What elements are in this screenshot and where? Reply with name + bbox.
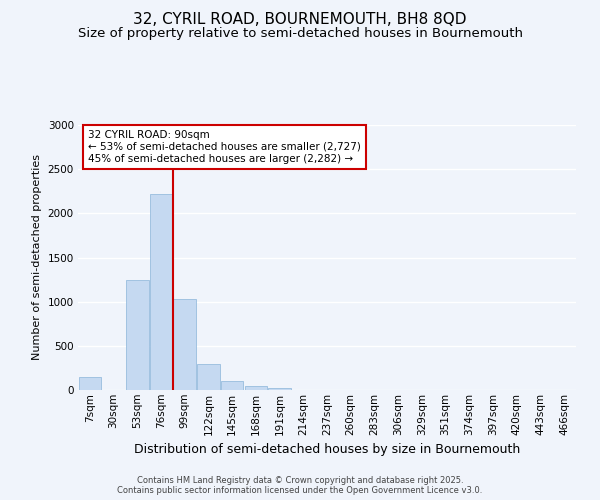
X-axis label: Distribution of semi-detached houses by size in Bournemouth: Distribution of semi-detached houses by … xyxy=(134,443,520,456)
Text: Size of property relative to semi-detached houses in Bournemouth: Size of property relative to semi-detach… xyxy=(77,28,523,40)
Y-axis label: Number of semi-detached properties: Number of semi-detached properties xyxy=(32,154,42,360)
Bar xyxy=(79,377,101,390)
Text: 32, CYRIL ROAD, BOURNEMOUTH, BH8 8QD: 32, CYRIL ROAD, BOURNEMOUTH, BH8 8QD xyxy=(133,12,467,28)
Bar xyxy=(197,364,220,390)
Bar xyxy=(173,299,196,390)
Bar xyxy=(268,388,291,390)
Text: 32 CYRIL ROAD: 90sqm
← 53% of semi-detached houses are smaller (2,727)
45% of se: 32 CYRIL ROAD: 90sqm ← 53% of semi-detac… xyxy=(88,130,361,164)
Bar xyxy=(221,381,244,390)
Bar xyxy=(150,194,172,390)
Bar xyxy=(245,386,267,390)
Text: Contains HM Land Registry data © Crown copyright and database right 2025.
Contai: Contains HM Land Registry data © Crown c… xyxy=(118,476,482,495)
Bar xyxy=(126,280,149,390)
